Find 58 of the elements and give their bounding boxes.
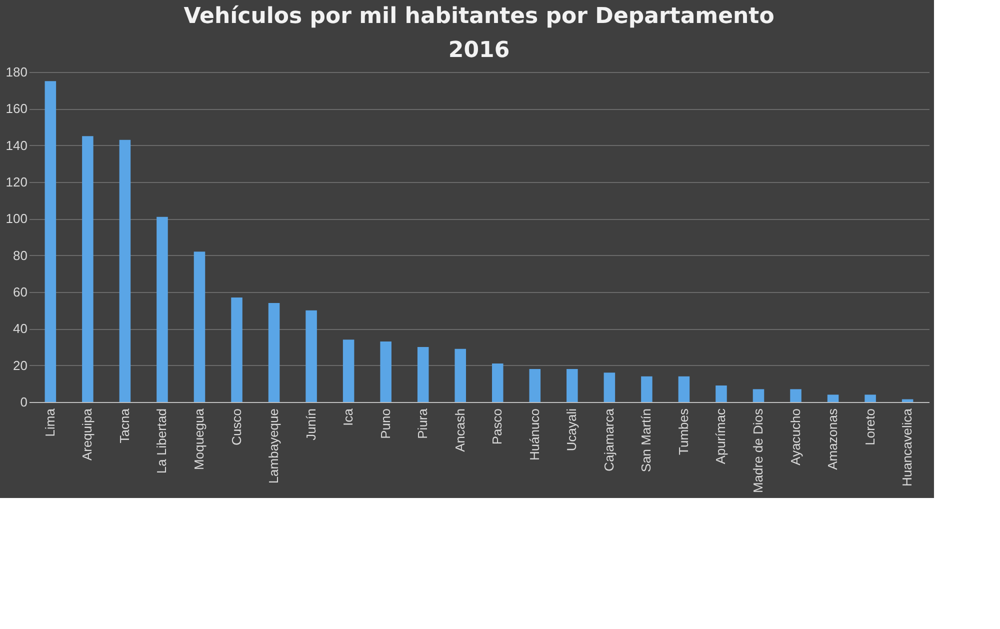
y-tick-label: 0 — [20, 394, 28, 410]
x-tick-label: Lima — [42, 408, 58, 437]
x-tick-label: San Martín — [638, 408, 654, 472]
bar — [156, 216, 168, 402]
bar — [380, 342, 392, 402]
y-tick-label: 60 — [13, 284, 28, 300]
bar — [566, 369, 578, 402]
x-tick-label: Tumbes — [676, 408, 691, 455]
bar — [417, 347, 429, 402]
bar — [716, 386, 727, 402]
bar — [604, 372, 616, 402]
x-tick-label: Cusco — [228, 408, 244, 446]
x-tick-label: Amazonas — [825, 408, 840, 470]
x-tick-label: Huánuco — [526, 408, 542, 461]
bar — [342, 340, 354, 402]
bar — [454, 348, 466, 402]
x-tick-label: Lambayeque — [266, 408, 282, 484]
x-tick-label: Apurímac — [713, 408, 728, 464]
y-tick-label: 180 — [6, 64, 28, 80]
y-tick-label: 140 — [6, 138, 28, 153]
y-tick-label: 100 — [6, 211, 28, 226]
bar — [306, 310, 317, 402]
bar — [44, 81, 56, 402]
bar — [864, 394, 876, 402]
bar — [82, 136, 94, 402]
y-tick-label: 40 — [13, 321, 28, 336]
x-tick-label: Cajamarca — [601, 408, 616, 472]
x-tick-label: Ica — [340, 408, 356, 426]
bar — [752, 389, 764, 402]
bar — [194, 252, 206, 402]
x-tick-label: Puno — [378, 408, 393, 439]
y-tick-label: 80 — [13, 248, 28, 263]
chart-title: Vehículos por mil habitantes por Departamento 2016 — [184, 4, 774, 63]
bar — [641, 376, 652, 402]
bar — [231, 298, 242, 402]
bar — [529, 369, 541, 402]
x-tick-label: Piura — [415, 408, 430, 439]
x-tick-label: Ayacucho — [788, 408, 803, 466]
bar — [678, 376, 690, 402]
x-tick-label: La Libertad — [154, 408, 170, 474]
y-tick-label: 160 — [6, 101, 28, 116]
bar — [790, 389, 802, 402]
x-tick-label: Tacna — [116, 408, 132, 444]
bar — [119, 140, 131, 402]
bar — [492, 364, 504, 402]
x-tick-label: Loreto — [862, 408, 878, 446]
x-tick-label: Ancash — [452, 408, 468, 452]
x-tick-label: Junín — [303, 408, 318, 440]
x-tick-label: Moquegua — [191, 408, 206, 470]
x-tick-label: Madre de Dios — [750, 408, 766, 494]
bar — [268, 303, 280, 402]
bar — [827, 394, 839, 402]
x-tick-label: Arequipa — [80, 408, 95, 461]
x-tick-label: Huancavelica — [900, 408, 915, 487]
y-tick-label: 20 — [13, 358, 28, 373]
x-tick-label: Ucayali — [564, 408, 580, 452]
x-tick-label: Pasco — [490, 408, 505, 445]
y-tick-label: 120 — [6, 174, 28, 190]
